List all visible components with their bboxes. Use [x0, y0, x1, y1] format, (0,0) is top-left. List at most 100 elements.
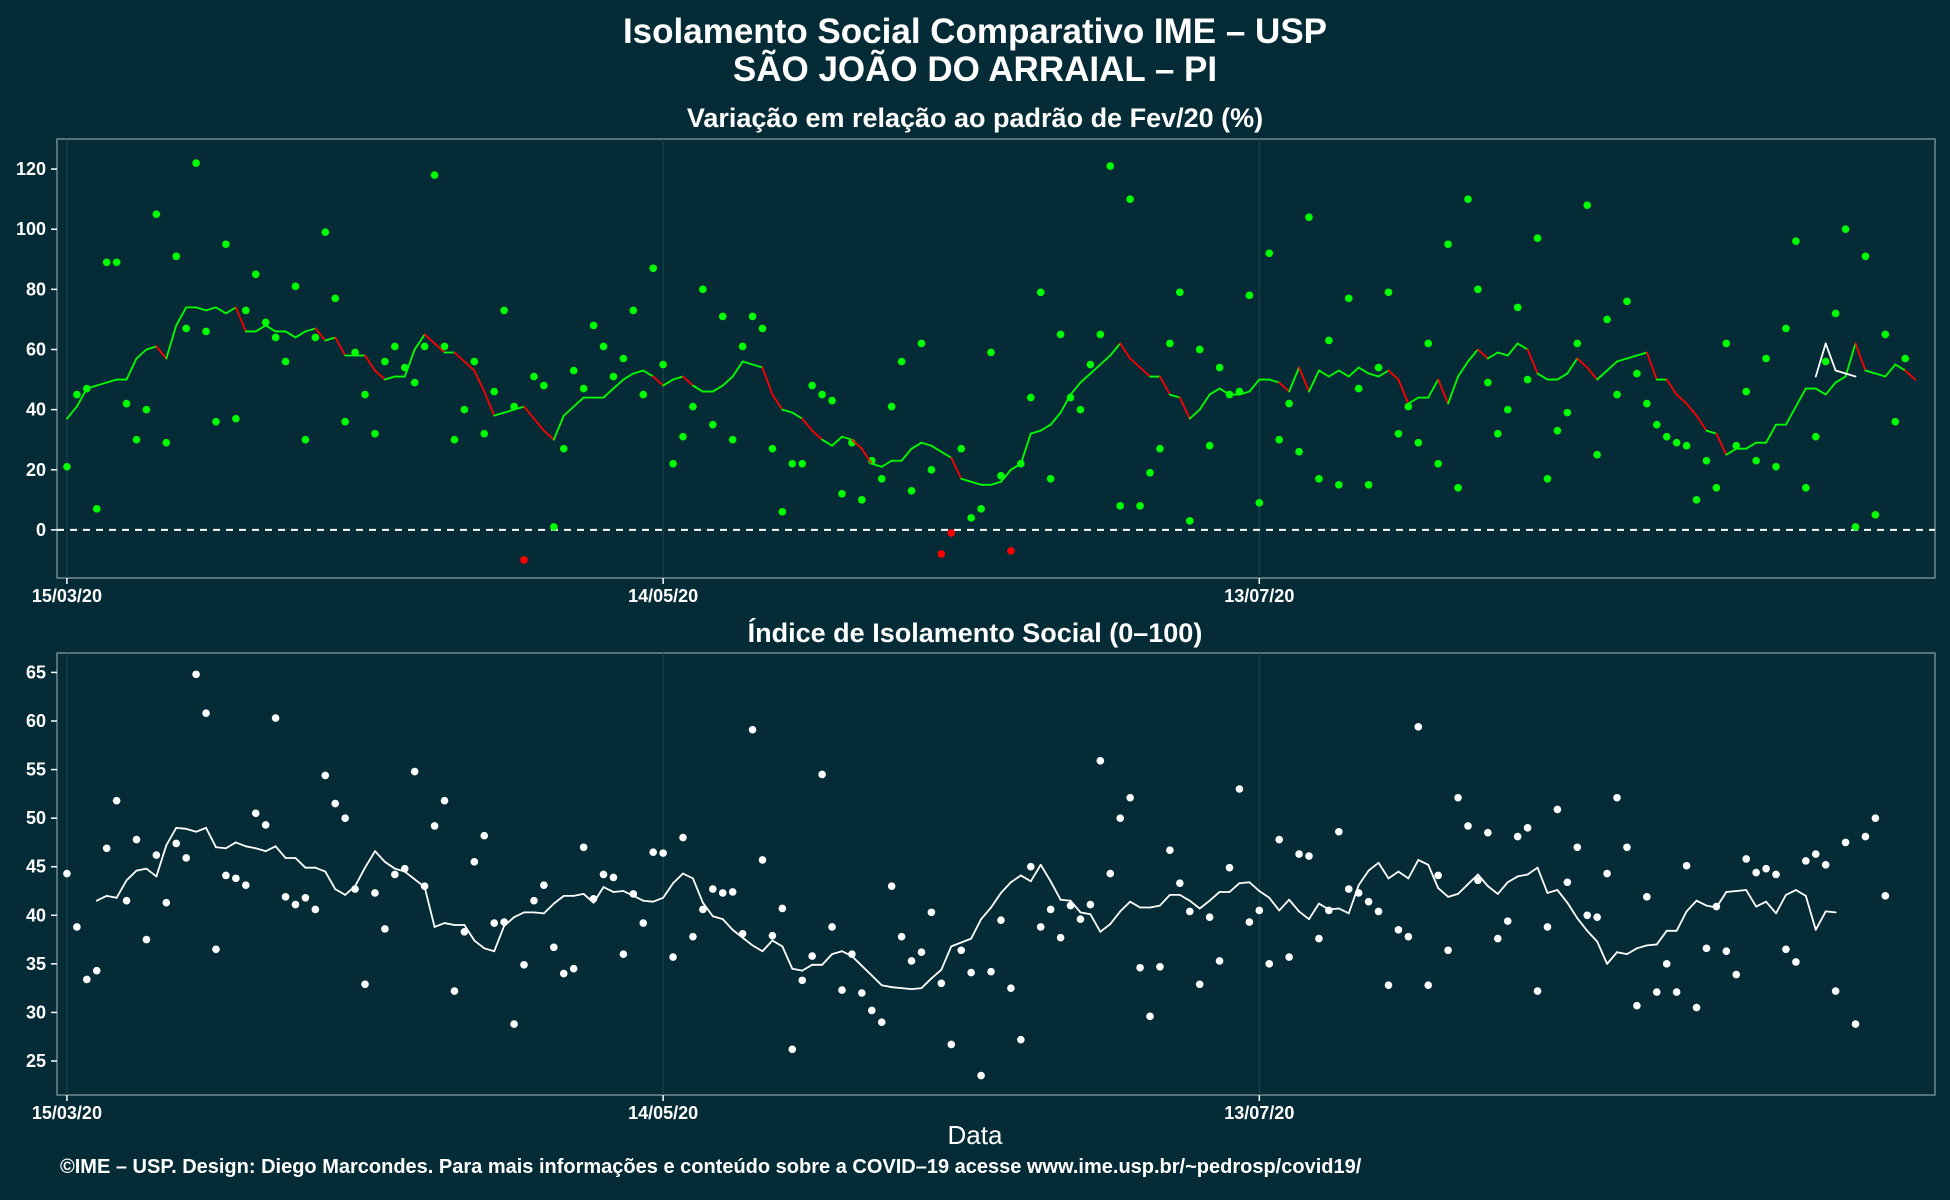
- index-moving-average-segment-0: [95, 894, 108, 902]
- index-daily-point-141: [1464, 822, 1472, 830]
- index-moving-average-segment-7: [165, 826, 178, 847]
- variation-moving-average-segment-102: [1079, 372, 1092, 384]
- variation-y-tick-label-3: 60: [26, 339, 46, 359]
- variation-moving-average-segment-57: [632, 369, 645, 375]
- index-moving-average-segment-49: [582, 893, 595, 904]
- index-daily-point-131: [1364, 897, 1373, 906]
- index-daily-point-82: [877, 1018, 886, 1026]
- variation-y-tick-label-5: 100: [16, 219, 46, 239]
- index-moving-average-segment-58: [672, 872, 684, 885]
- index-moving-average-segment-17: [264, 845, 277, 853]
- variation-daily-point-58: [639, 390, 648, 399]
- variation-daily-point-88: [937, 550, 946, 558]
- variation-moving-average-segment-112: [1178, 396, 1191, 420]
- variation-daily-point-172: [1772, 462, 1780, 471]
- variation-moving-average-segment-135: [1407, 396, 1420, 405]
- variation-moving-average-segment-173: [1785, 405, 1797, 426]
- index-moving-average-segment-83: [920, 977, 933, 990]
- variation-moving-average-segment-39: [453, 351, 466, 363]
- variation-moving-average-segment-32: [384, 375, 396, 381]
- variation-moving-average-segment-25: [314, 327, 327, 342]
- variation-moving-average-segment-16: [225, 306, 237, 315]
- variation-moving-average-segment-9: [155, 345, 168, 360]
- index-daily-point-83: [887, 882, 896, 890]
- index-daily-point-80: [858, 989, 866, 997]
- variation-moving-average-segment-89: [950, 456, 963, 480]
- index-daily-point-0: [63, 869, 71, 878]
- variation-daily-point-164: [1692, 496, 1701, 504]
- variation-moving-average-segment-17: [234, 306, 247, 333]
- variation-moving-average-segment-131: [1367, 372, 1380, 378]
- variation-daily-point-38: [440, 342, 449, 351]
- index-moving-average-segment-37: [463, 924, 476, 942]
- variation-daily-point-26: [321, 228, 330, 237]
- index-daily-point-8: [142, 935, 151, 944]
- index-y-tick-label-2: 35: [26, 954, 46, 974]
- variation-moving-average-segment-84: [900, 447, 913, 462]
- variation-x-tick-label-0: 15/03/20: [32, 586, 102, 606]
- index-moving-average-segment-78: [870, 974, 883, 987]
- index-moving-average-segment-5: [145, 867, 158, 878]
- variation-daily-point-161: [1662, 432, 1671, 441]
- index-x-tick-label-0: 15/03/20: [32, 1103, 102, 1123]
- index-daily-point-176: [1811, 850, 1820, 858]
- index-moving-average-segment-96: [1049, 880, 1062, 901]
- variation-moving-average-segment-26: [324, 336, 337, 342]
- index-moving-average-segment-81: [900, 987, 913, 991]
- index-daily-point-119: [1245, 918, 1254, 926]
- index-daily-point-54: [599, 870, 608, 879]
- index-moving-average-segment-62: [711, 915, 724, 921]
- variation-daily-point-71: [768, 444, 777, 453]
- variation-moving-average-segment-142: [1477, 348, 1489, 360]
- variation-daily-point-112: [1176, 288, 1184, 297]
- index-moving-average-segment-170: [1785, 889, 1797, 896]
- variation-moving-average-segment-177: [1824, 381, 1837, 396]
- index-moving-average-segment-124: [1327, 907, 1340, 911]
- index-moving-average-segment-162: [1705, 904, 1718, 909]
- variation-daily-point-174: [1792, 237, 1800, 246]
- index-daily-point-169: [1742, 855, 1751, 863]
- variation-daily-point-179: [1841, 225, 1850, 234]
- index-daily-point-182: [1871, 814, 1880, 822]
- index-daily-point-67: [728, 888, 737, 896]
- index-moving-average-segment-52: [612, 890, 625, 893]
- index-moving-average-segment-74: [831, 950, 843, 956]
- variation-moving-average-segment-165: [1705, 429, 1718, 435]
- variation-daily-point-39: [450, 435, 459, 444]
- variation-daily-point-163: [1682, 441, 1691, 450]
- variation-daily-point-46: [520, 556, 528, 564]
- index-moving-average-segment-25: [344, 885, 356, 896]
- variation-daily-point-32: [381, 357, 389, 366]
- variation-moving-average-segment-171: [1765, 423, 1777, 444]
- variation-daily-point-146: [1513, 303, 1522, 312]
- index-moving-average-segment-89: [980, 906, 992, 921]
- index-daily-point-66: [718, 889, 727, 897]
- variation-daily-point-171: [1762, 354, 1770, 363]
- index-daily-point-16: [222, 871, 230, 880]
- index-moving-average-segment-149: [1576, 917, 1589, 932]
- index-moving-average-segment-114: [1228, 882, 1241, 893]
- variation-moving-average-segment-159: [1645, 351, 1658, 381]
- index-daily-point-111: [1166, 846, 1174, 854]
- index-daily-point-174: [1792, 958, 1800, 966]
- variation-daily-point-9: [152, 210, 161, 218]
- variation-moving-average-segment-162: [1675, 393, 1688, 405]
- index-moving-average-segment-45: [542, 902, 555, 915]
- index-daily-point-50: [559, 969, 568, 978]
- variation-daily-point-81: [867, 456, 876, 465]
- variation-daily-point-166: [1712, 483, 1721, 492]
- variation-moving-average-segment-69: [751, 363, 764, 369]
- variation-moving-average-segment-11: [175, 306, 188, 327]
- variation-daily-point-116: [1215, 363, 1224, 372]
- index-daily-point-178: [1831, 987, 1840, 995]
- variation-daily-point-42: [480, 429, 489, 438]
- variation-moving-average-segment-184: [1894, 363, 1907, 372]
- variation-daily-point-86: [917, 339, 926, 348]
- variation-y-tick-label-0: 0: [36, 520, 46, 540]
- variation-daily-point-153: [1583, 201, 1592, 209]
- variation-daily-point-72: [778, 508, 787, 516]
- index-moving-average-segment-16: [254, 847, 267, 853]
- index-daily-point-24: [301, 894, 310, 902]
- variation-moving-average-segment-71: [771, 393, 784, 411]
